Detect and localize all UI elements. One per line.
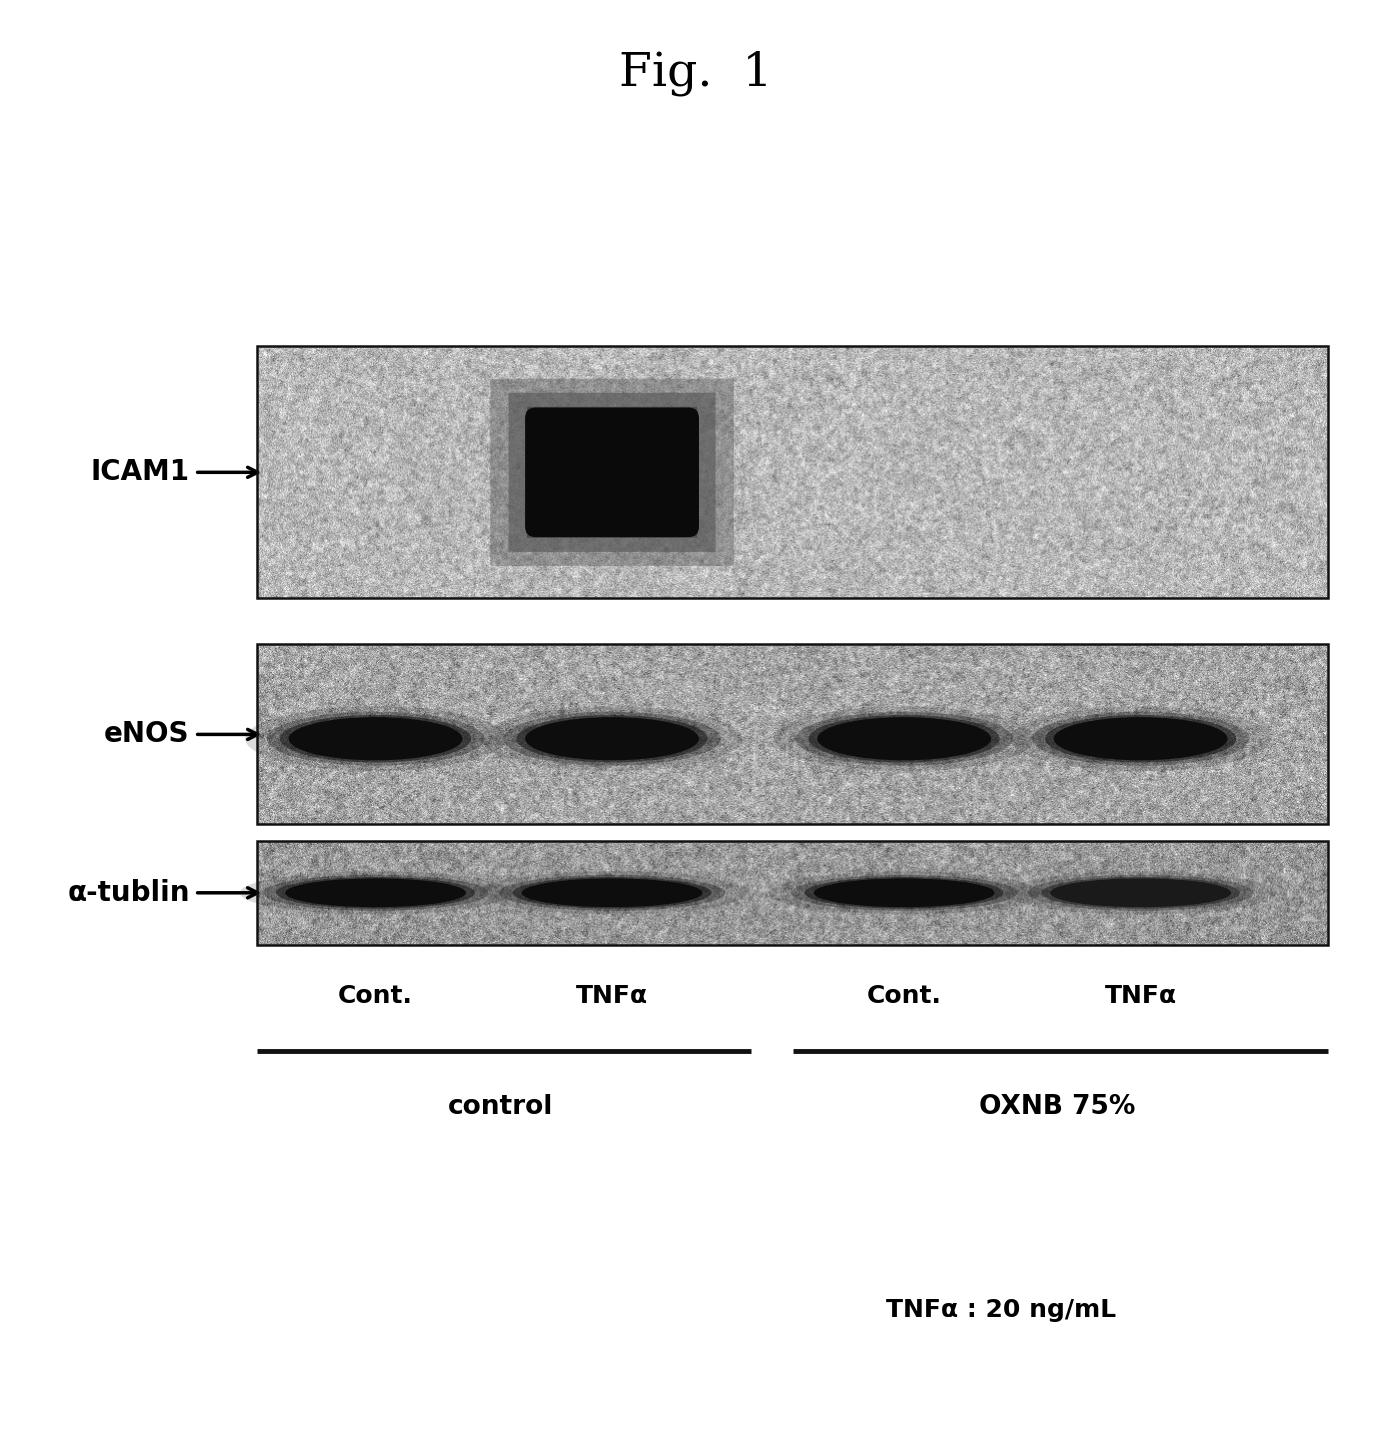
Ellipse shape bbox=[526, 717, 698, 760]
Ellipse shape bbox=[499, 874, 725, 910]
Ellipse shape bbox=[1032, 711, 1249, 766]
Ellipse shape bbox=[1028, 874, 1253, 910]
Ellipse shape bbox=[818, 717, 990, 760]
Ellipse shape bbox=[267, 711, 484, 766]
Ellipse shape bbox=[481, 707, 743, 772]
Ellipse shape bbox=[1054, 717, 1227, 760]
Ellipse shape bbox=[791, 874, 1017, 910]
Ellipse shape bbox=[516, 716, 708, 763]
Text: OXNB 75%: OXNB 75% bbox=[979, 1094, 1135, 1120]
Bar bbox=[257, 841, 1328, 945]
Ellipse shape bbox=[804, 877, 1004, 909]
Ellipse shape bbox=[768, 871, 1040, 914]
Ellipse shape bbox=[263, 874, 488, 910]
FancyBboxPatch shape bbox=[526, 408, 698, 537]
Text: eNOS: eNOS bbox=[104, 720, 189, 749]
Ellipse shape bbox=[1010, 707, 1271, 772]
Ellipse shape bbox=[289, 717, 463, 760]
Ellipse shape bbox=[277, 877, 476, 909]
Text: ICAM1: ICAM1 bbox=[90, 458, 189, 487]
Text: Cont.: Cont. bbox=[867, 985, 942, 1008]
Ellipse shape bbox=[773, 707, 1035, 772]
Text: Cont.: Cont. bbox=[338, 985, 413, 1008]
Text: α-tublin: α-tublin bbox=[67, 878, 189, 907]
Bar bbox=[257, 645, 1328, 824]
Text: Fig.  1: Fig. 1 bbox=[619, 50, 772, 96]
Ellipse shape bbox=[796, 711, 1013, 766]
Ellipse shape bbox=[241, 871, 512, 914]
Ellipse shape bbox=[522, 878, 702, 907]
Ellipse shape bbox=[285, 878, 466, 907]
Bar bbox=[257, 346, 1328, 599]
Ellipse shape bbox=[512, 877, 711, 909]
Ellipse shape bbox=[814, 878, 995, 907]
Ellipse shape bbox=[504, 711, 721, 766]
Ellipse shape bbox=[808, 716, 1000, 763]
Ellipse shape bbox=[476, 871, 748, 914]
FancyBboxPatch shape bbox=[527, 406, 697, 539]
Ellipse shape bbox=[1040, 877, 1241, 909]
Ellipse shape bbox=[280, 716, 472, 763]
Ellipse shape bbox=[1045, 716, 1237, 763]
Ellipse shape bbox=[245, 707, 506, 772]
FancyBboxPatch shape bbox=[509, 393, 715, 552]
Text: TNFα: TNFα bbox=[1104, 985, 1177, 1008]
Text: control: control bbox=[448, 1094, 554, 1120]
Text: TNFα: TNFα bbox=[576, 985, 648, 1008]
FancyBboxPatch shape bbox=[490, 379, 734, 566]
Ellipse shape bbox=[1050, 878, 1231, 907]
Ellipse shape bbox=[1004, 871, 1276, 914]
Text: TNFα : 20 ng/mL: TNFα : 20 ng/mL bbox=[886, 1299, 1117, 1322]
